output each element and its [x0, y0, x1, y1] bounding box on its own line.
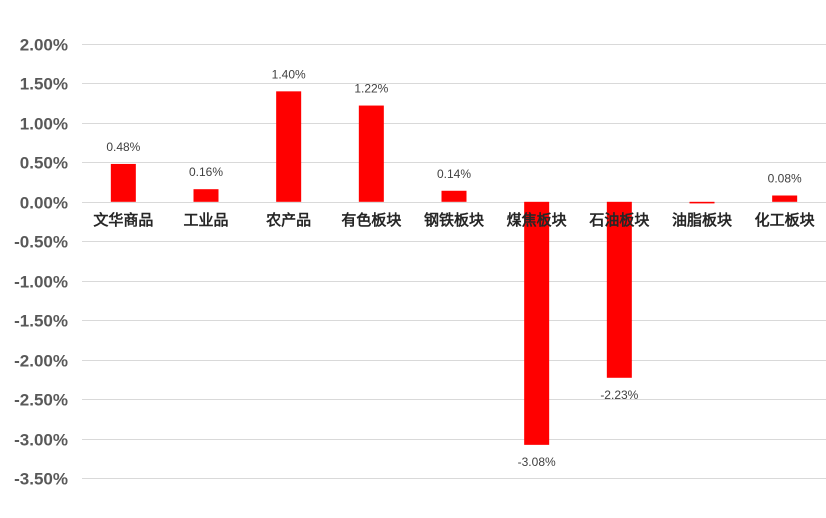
bar: [276, 91, 302, 202]
x-tick-label: 工业品: [183, 211, 228, 229]
data-label: 0.48%: [106, 140, 140, 154]
data-label: 0.14%: [437, 167, 471, 181]
bar: [193, 189, 219, 202]
y-axis-tick-labels: 2.00% 1.50% 1.00% 0.50% 0.00% -0.50% -1.00% -1.…: [14, 36, 68, 489]
data-label: 1.22%: [354, 82, 388, 96]
y-tick-label: -3.00%: [14, 431, 68, 450]
x-axis-category-labels: 文华商品 工业品 农产品 有色板块 钢铁板块 煤焦板块 石油板块 油脂板块 化工板块: [93, 211, 815, 229]
bar: [441, 190, 467, 202]
bar: [689, 201, 715, 204]
bars: [110, 91, 798, 445]
bar: [110, 163, 136, 202]
x-tick-label: 煤焦板块: [507, 211, 568, 229]
y-tick-label: 0.50%: [20, 154, 68, 173]
x-tick-label: 文华商品: [93, 211, 153, 229]
y-tick-label: -2.00%: [14, 352, 68, 371]
y-tick-label: -1.50%: [14, 312, 68, 331]
y-tick-label: 2.00%: [20, 36, 68, 55]
y-tick-label: 0.00%: [20, 194, 68, 213]
data-labels: 0.48% 0.16% 1.40% 1.22% 0.14% -3.08% -2.23% 0.0…: [106, 67, 802, 469]
y-tick-label: -1.00%: [14, 273, 68, 292]
y-tick-label: -0.50%: [14, 233, 68, 252]
data-label: -3.08%: [518, 455, 556, 469]
data-label: 0.08%: [768, 172, 802, 186]
x-tick-label: 农产品: [265, 211, 311, 229]
bar: [358, 105, 384, 202]
data-label: 1.40%: [272, 67, 306, 81]
data-label: 0.16%: [189, 165, 223, 179]
bar: [606, 201, 632, 378]
x-tick-label: 化工板块: [755, 211, 816, 229]
bar: [524, 201, 550, 445]
x-tick-label: 石油板块: [588, 211, 650, 229]
x-tick-label: 有色板块: [341, 211, 402, 229]
bar: [772, 195, 798, 202]
y-tick-label: -2.50%: [14, 391, 68, 410]
y-tick-label: 1.00%: [20, 115, 68, 134]
y-tick-label: -3.50%: [14, 470, 68, 489]
x-tick-label: 钢铁板块: [424, 211, 485, 229]
y-tick-label: 1.50%: [20, 75, 68, 94]
x-tick-label: 油脂板块: [672, 211, 733, 229]
data-label: -2.23%: [600, 388, 638, 402]
grid-lines: [82, 44, 826, 479]
